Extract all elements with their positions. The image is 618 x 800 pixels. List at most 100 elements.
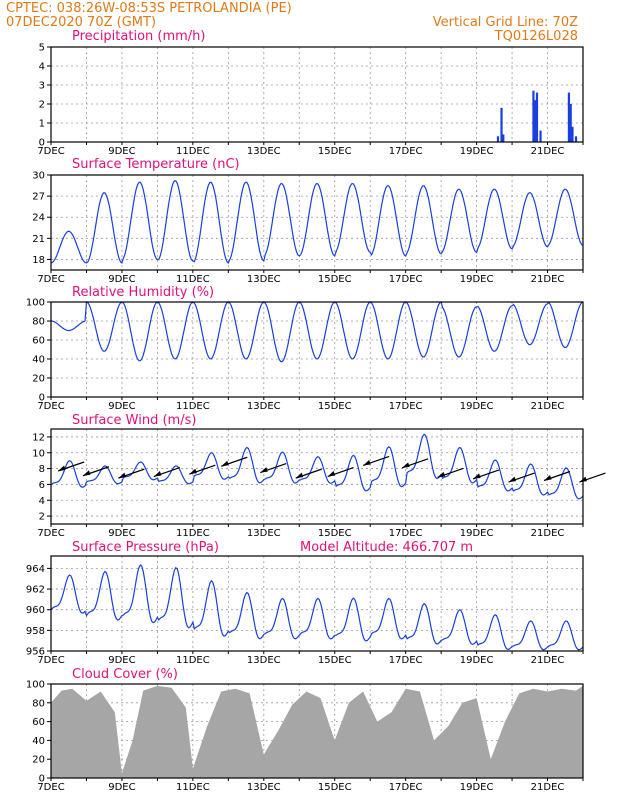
temp-ytick-label: 27 [32,192,45,203]
rh-xtick-label: 7DEC [37,401,64,412]
precip-bar [574,136,578,142]
cloud-cover-area [51,685,583,778]
pressure-xtick-label: 11DEC [176,655,210,666]
wind-series-line [50,433,584,500]
temp-xtick-label: 17DEC [389,274,423,285]
wind-vector-head [58,465,66,471]
wind-xtick-label: 19DEC [460,528,494,539]
temp-xtick-label: 7DEC [37,274,64,285]
rh-xtick-label: 15DEC [318,401,352,412]
precip-xtick-label: 11DEC [176,146,210,157]
precip-bar [534,100,537,142]
precip-xtick-label: 9DEC [108,146,135,157]
wind-xtick-label: 9DEC [108,528,135,539]
cloud-xtick-label: 17DEC [389,782,423,793]
cloud-xtick-label: 11DEC [176,782,210,793]
cloud-xtick-label: 15DEC [318,782,352,793]
pressure-series-line [50,563,584,651]
temp-title: Surface Temperature (nC) [72,157,240,172]
header-model-code: TQ0126L028 [494,29,578,44]
precip-bar [532,90,535,142]
wind-xtick-label: 13DEC [247,528,281,539]
cloud-xtick-label: 19DEC [460,782,494,793]
wind-vector-head [437,471,446,478]
rh-xtick-label: 21DEC [531,401,565,412]
wind-vector-head [82,470,91,476]
cloud-ytick-label: 40 [32,736,45,747]
wind-vector-head [260,467,268,473]
pressure-xtick-label: 19DEC [460,655,494,666]
cloud-ytick-label: 60 [32,717,45,728]
rh-frame [50,301,584,398]
precip-bar [502,134,505,142]
cloud-xtick-label: 7DEC [37,782,64,793]
rh-ytick-label: 100 [26,298,45,309]
wind-ytick-label: 6 [39,480,45,491]
wind-ytick-label: 8 [39,464,45,475]
rh-ytick-label: 0 [39,393,45,404]
wind-ytick-label: 4 [39,496,45,507]
pressure-xtick-label: 7DEC [37,655,64,666]
header-date: 07DEC2020 70Z (GMT) [6,15,156,30]
wind-vector-head [327,471,336,477]
pressure-ytick-label: 960 [26,605,45,616]
temp-series-line [50,180,584,265]
cloud-ytick-label: 100 [26,680,45,691]
pressure-ytick-label: 956 [26,647,45,658]
wind-ytick-label: 2 [39,512,45,523]
rh-title: Relative Humidity (%) [72,285,214,300]
rh-xtick-label: 19DEC [460,401,494,412]
wind-vector-head [543,475,552,481]
pressure-xtick-label: 15DEC [318,655,352,666]
temp-xtick-label: 21DEC [531,274,565,285]
rh-ytick-label: 60 [32,336,45,347]
wind-title: Surface Wind (m/s) [72,413,196,428]
rh-panel: 0 20 40 60 80 100 7DEC 9DEC 11DEC 13DEC 15DEC 17DEC… [26,298,584,412]
rh-ytick-label: 80 [32,317,45,328]
precip-frame [50,46,584,143]
rh-xtick-label: 13DEC [247,401,281,412]
wind-vector-head [153,471,162,477]
precip-xtick-label: 21DEC [531,146,565,157]
wind-xtick-label: 11DEC [176,528,210,539]
temp-ytick-label: 30 [32,171,45,182]
wind-frame [50,428,584,525]
precip-ytick-label: 3 [39,81,45,92]
wind-vector-head [402,462,410,468]
rh-ytick-label: 40 [32,355,45,366]
pressure-title: Surface Pressure (hPa) [72,540,219,555]
wind-xtick-label: 15DEC [318,528,352,539]
wind-panel: 2 4 6 8 10 12 7DEC 9DEC 11DEC 13DEC 15DEC 17DEC 19DE… [32,428,606,539]
rh-xtick-label: 17DEC [389,401,423,412]
cloud-xtick-label: 9DEC [108,782,135,793]
rh-series-line [50,301,584,363]
wind-xtick-label: 7DEC [37,528,64,539]
wind-ytick-label: 12 [32,432,45,443]
cloud-title: Cloud Cover (%) [72,667,178,682]
rh-xtick-label: 11DEC [176,401,210,412]
precip-ytick-label: 0 [39,138,45,149]
precip-bar [496,136,500,142]
header-grid-line: Vertical Grid Line: 70Z [433,15,578,30]
wind-ytick-label: 10 [32,448,45,459]
temp-xtick-label: 19DEC [460,274,494,285]
cloud-panel: 0 20 40 60 80 100 7DEC 9DEC 11DEC 13DEC 15DEC 17DEC… [26,680,584,793]
pressure-xtick-label: 21DEC [531,655,565,666]
pressure-model-altitude: Model Altitude: 466.707 m [300,540,473,555]
wind-vector-head [118,472,126,479]
temp-xtick-label: 15DEC [318,274,352,285]
wind-vector-head [363,459,371,466]
precip-xtick-label: 7DEC [37,146,64,157]
pressure-xtick-label: 9DEC [108,655,135,666]
wind-vector-head [508,476,517,483]
temp-xtick-label: 13DEC [247,274,281,285]
cloud-frame [50,683,584,779]
cloud-xtick-label: 13DEC [247,782,281,793]
rh-xtick-label: 9DEC [108,401,135,412]
precip-bar [539,130,542,142]
rh-ytick-label: 20 [32,374,45,385]
precip-xtick-label: 19DEC [460,146,494,157]
wind-vector-head [189,468,197,475]
precip-bar [569,104,572,142]
